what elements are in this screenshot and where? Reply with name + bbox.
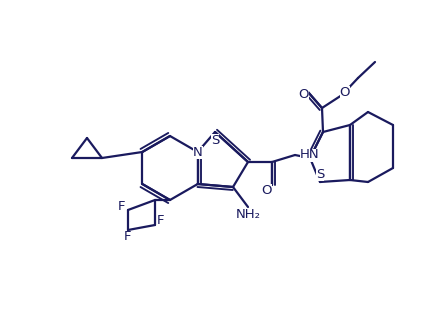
Text: F: F <box>157 215 165 228</box>
Text: F: F <box>124 231 132 243</box>
Text: O: O <box>340 86 350 99</box>
Text: S: S <box>316 167 324 180</box>
Text: NH₂: NH₂ <box>236 207 260 220</box>
Text: O: O <box>262 184 272 197</box>
Text: S: S <box>211 134 219 147</box>
Text: N: N <box>193 145 202 158</box>
Text: F: F <box>118 200 126 212</box>
Text: HN: HN <box>300 148 320 162</box>
Text: O: O <box>299 87 309 100</box>
